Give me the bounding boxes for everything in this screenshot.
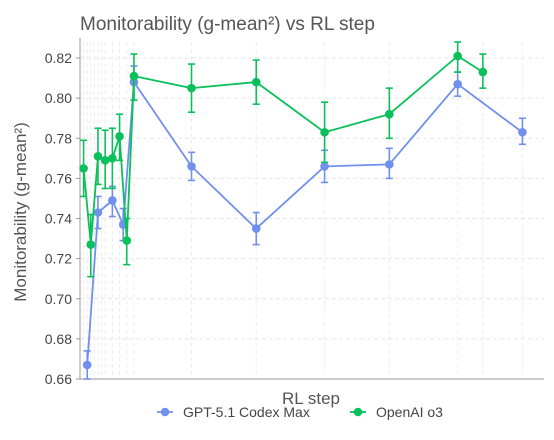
legend-label: OpenAI o3 [376, 404, 443, 420]
data-point [108, 154, 117, 163]
data-point [251, 224, 261, 233]
legend-marker [353, 407, 363, 417]
grid [80, 42, 544, 380]
series-line [82, 55, 484, 246]
data-point [79, 164, 88, 173]
data-point [93, 152, 103, 161]
y-tick-label: 0.78 [45, 130, 72, 146]
y-tick-label: 0.82 [45, 50, 72, 66]
data-point [129, 71, 139, 81]
legend-marker [160, 407, 170, 417]
x-axis-label: RL step [282, 389, 340, 408]
y-tick-label: 0.72 [45, 251, 72, 267]
data-point [453, 51, 462, 61]
data-point [86, 240, 96, 249]
data-point [518, 127, 527, 137]
data-point [478, 67, 488, 77]
data-point [122, 236, 132, 245]
legend-label: GPT-5.1 Codex Max [183, 404, 310, 420]
y-axis-label: Monitorability (g-mean²) [11, 122, 30, 302]
chart-title: Monitorability (g-mean²) vs RL step [80, 14, 375, 35]
y-tick-label: 0.66 [45, 371, 72, 387]
series-1 [79, 41, 488, 278]
data-point [82, 360, 92, 370]
legend-item: GPT-5.1 Codex Max [157, 404, 310, 420]
y-ticks: 0.66 0.68 0.70 0.72 0.74 0.76 0.78 0.80 0.82 [45, 50, 80, 387]
y-tick-label: 0.70 [45, 291, 72, 307]
series-line [86, 81, 523, 366]
axes [79, 38, 544, 380]
data-point [93, 208, 103, 217]
data-point [385, 109, 394, 119]
data-point [115, 131, 124, 141]
legend-item: OpenAI o3 [350, 404, 443, 420]
series-layer [79, 41, 527, 380]
data-point [108, 196, 117, 205]
y-tick-label: 0.74 [45, 211, 72, 227]
y-tick-label: 0.68 [45, 331, 72, 347]
data-point [453, 79, 462, 89]
series-0 [82, 65, 527, 380]
y-tick-label: 0.76 [45, 170, 72, 186]
data-point [320, 127, 329, 137]
data-point [320, 162, 329, 171]
data-point [251, 77, 261, 87]
y-tick-label: 0.80 [45, 90, 72, 106]
data-point [385, 160, 394, 169]
legend: GPT-5.1 Codex Max OpenAI o3 [157, 404, 443, 420]
data-point [100, 156, 110, 165]
data-point [187, 162, 196, 171]
data-point [187, 83, 196, 93]
